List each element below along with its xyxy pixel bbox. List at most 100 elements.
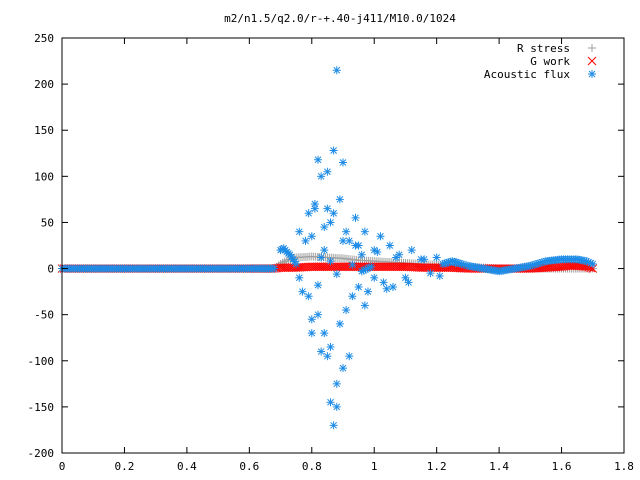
y-tick-label: -50 <box>34 309 54 322</box>
y-tick-label: 150 <box>34 124 54 137</box>
point-acoustic-flux <box>388 283 397 291</box>
x-tick-label: 1.2 <box>427 460 447 473</box>
point-acoustic-flux <box>420 255 429 264</box>
point-acoustic-flux <box>379 278 388 287</box>
point-acoustic-flux <box>345 352 354 361</box>
point-g-work <box>379 262 389 272</box>
point-acoustic-flux <box>320 329 329 338</box>
legend-label-acoustic-flux: Acoustic flux <box>484 68 570 81</box>
point-g-work <box>301 262 311 272</box>
y-tick-label: 0 <box>47 263 54 276</box>
point-acoustic-flux <box>351 241 360 250</box>
y-tick-label: 100 <box>34 170 54 183</box>
point-acoustic-flux <box>335 195 344 204</box>
point-acoustic-flux <box>298 287 307 296</box>
point-acoustic-flux <box>432 253 441 262</box>
point-acoustic-flux <box>332 66 341 75</box>
point-acoustic-flux <box>435 271 444 280</box>
x-tick-label: 0 <box>59 460 66 473</box>
point-acoustic-flux <box>382 284 391 293</box>
point-acoustic-flux <box>357 250 366 259</box>
point-acoustic-flux <box>586 259 595 268</box>
point-acoustic-flux <box>326 398 335 407</box>
point-acoustic-flux <box>524 262 533 271</box>
axes: 0 0.2 0.4 0.6 0.8 1 1.2 1.4 1.6 1.8 250 200 150 100 50… <box>28 32 634 473</box>
x-tick-label: 0.8 <box>302 460 322 473</box>
y-tick-label: -200 <box>28 447 55 460</box>
point-acoustic-flux <box>332 402 341 411</box>
legend-label-r-stress: R stress <box>517 42 570 55</box>
series-acoustic-flux <box>58 66 597 430</box>
point-acoustic-flux <box>351 213 360 222</box>
point-acoustic-flux <box>339 158 347 167</box>
point-acoustic-flux <box>287 253 296 262</box>
point-acoustic-flux <box>332 379 341 388</box>
point-acoustic-flux <box>329 421 338 430</box>
x-tick-label: 1 <box>371 460 378 473</box>
x-tick-label: 0.4 <box>177 460 197 473</box>
point-acoustic-flux <box>401 273 410 282</box>
point-acoustic-flux <box>360 301 369 310</box>
y-tick-label: 50 <box>41 216 54 229</box>
point-acoustic-flux <box>304 292 313 301</box>
point-acoustic-flux <box>376 232 385 241</box>
point-acoustic-flux <box>314 310 323 319</box>
point-acoustic-flux <box>326 257 335 266</box>
y-tick-label: -100 <box>28 355 55 368</box>
x-tick-label: 1.6 <box>552 460 572 473</box>
point-acoustic-flux <box>342 306 351 315</box>
point-acoustic-flux <box>268 264 277 273</box>
point-acoustic-flux <box>317 253 326 262</box>
y-tick-label: 200 <box>34 78 54 91</box>
point-acoustic-flux <box>290 257 299 266</box>
point-acoustic-flux <box>304 209 313 218</box>
point-acoustic-flux <box>295 273 304 282</box>
point-acoustic-flux <box>385 241 394 250</box>
point-acoustic-flux <box>426 269 435 278</box>
legend-marker-acoustic-flux <box>588 70 596 78</box>
chart-title: m2/n1.5/q2.0/r-+.40-j411/M10.0/1024 <box>224 12 456 25</box>
point-acoustic-flux <box>307 329 316 338</box>
point-acoustic-flux <box>317 172 326 181</box>
point-acoustic-flux <box>329 209 338 218</box>
point-acoustic-flux <box>348 292 357 301</box>
y-tick-label: 250 <box>34 32 54 45</box>
point-acoustic-flux <box>407 246 416 255</box>
point-acoustic-flux <box>345 236 354 245</box>
plot-frame <box>61 37 625 454</box>
point-acoustic-flux <box>295 227 304 236</box>
point-acoustic-flux <box>363 287 372 296</box>
point-g-work <box>317 262 326 272</box>
legend-label-g-work: G work <box>530 55 570 68</box>
point-acoustic-flux <box>342 227 351 236</box>
point-g-work <box>395 262 404 272</box>
point-acoustic-flux <box>326 342 335 351</box>
point-acoustic-flux <box>339 236 347 245</box>
point-acoustic-flux <box>332 270 341 279</box>
x-tick-label: 1.8 <box>614 460 634 473</box>
point-acoustic-flux <box>370 273 379 282</box>
point-acoustic-flux <box>392 253 401 262</box>
point-acoustic-flux <box>317 347 326 356</box>
point-acoustic-flux <box>326 218 335 227</box>
point-acoustic-flux <box>320 223 329 232</box>
point-acoustic-flux <box>323 352 332 361</box>
point-acoustic-flux <box>323 167 332 176</box>
point-acoustic-flux <box>314 281 323 290</box>
point-acoustic-flux <box>348 260 357 269</box>
plot-area <box>57 66 598 430</box>
y-tick-label: -150 <box>28 401 55 414</box>
point-g-work <box>551 262 561 272</box>
legend-marker-r-stress <box>588 44 596 52</box>
point-acoustic-flux <box>307 232 316 241</box>
x-tick-label: 1.4 <box>489 460 509 473</box>
point-acoustic-flux <box>404 278 413 287</box>
point-acoustic-flux <box>323 204 332 213</box>
point-acoustic-flux <box>329 146 338 155</box>
point-acoustic-flux <box>339 364 347 373</box>
point-acoustic-flux <box>320 246 329 255</box>
point-acoustic-flux <box>314 155 323 164</box>
x-tick-label: 0.2 <box>115 460 135 473</box>
